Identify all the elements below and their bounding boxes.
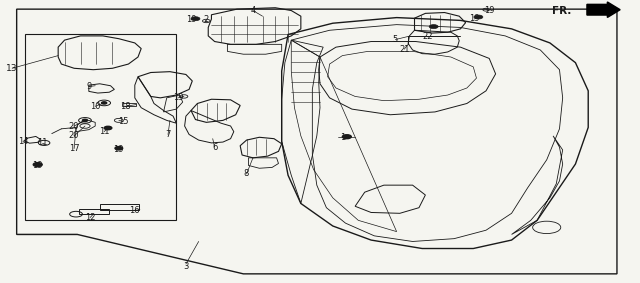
- Bar: [79, 209, 109, 214]
- Text: 16: 16: [129, 206, 140, 215]
- Text: 19: 19: [173, 93, 184, 102]
- Text: 19: 19: [113, 145, 124, 154]
- Text: 15: 15: [118, 117, 129, 126]
- Circle shape: [104, 126, 112, 130]
- Text: 19: 19: [33, 161, 43, 170]
- Text: 11: 11: [37, 138, 47, 147]
- Text: 20: 20: [69, 131, 79, 140]
- Text: 12: 12: [85, 213, 95, 222]
- Bar: [122, 103, 136, 106]
- Circle shape: [33, 163, 42, 167]
- Text: 11: 11: [99, 127, 109, 136]
- Circle shape: [191, 17, 200, 21]
- Text: 13: 13: [6, 64, 18, 73]
- Text: 10: 10: [90, 102, 100, 111]
- Circle shape: [83, 119, 88, 121]
- Text: 21: 21: [399, 45, 410, 54]
- Text: 4: 4: [250, 6, 255, 15]
- Text: 18: 18: [120, 102, 131, 111]
- FancyArrow shape: [587, 2, 620, 18]
- Text: 1: 1: [340, 133, 345, 142]
- Bar: [25, 35, 176, 220]
- Circle shape: [102, 102, 107, 104]
- Text: 3: 3: [183, 262, 189, 271]
- Text: 19: 19: [186, 15, 196, 24]
- Text: 5: 5: [393, 35, 398, 44]
- Text: 6: 6: [212, 143, 218, 152]
- Bar: [100, 204, 140, 210]
- Circle shape: [429, 25, 438, 29]
- Text: 22: 22: [422, 32, 433, 41]
- Text: 8: 8: [244, 170, 249, 178]
- Text: 7: 7: [165, 130, 171, 139]
- Circle shape: [342, 135, 351, 139]
- Text: 19: 19: [484, 6, 495, 15]
- Text: 2: 2: [204, 15, 209, 24]
- Text: FR.: FR.: [552, 6, 571, 16]
- Circle shape: [115, 147, 123, 150]
- Text: 9: 9: [86, 82, 92, 91]
- Circle shape: [474, 15, 483, 19]
- Text: 20: 20: [69, 121, 79, 130]
- Text: 14: 14: [18, 137, 28, 146]
- Text: 19: 19: [469, 14, 480, 23]
- Text: 17: 17: [69, 144, 79, 153]
